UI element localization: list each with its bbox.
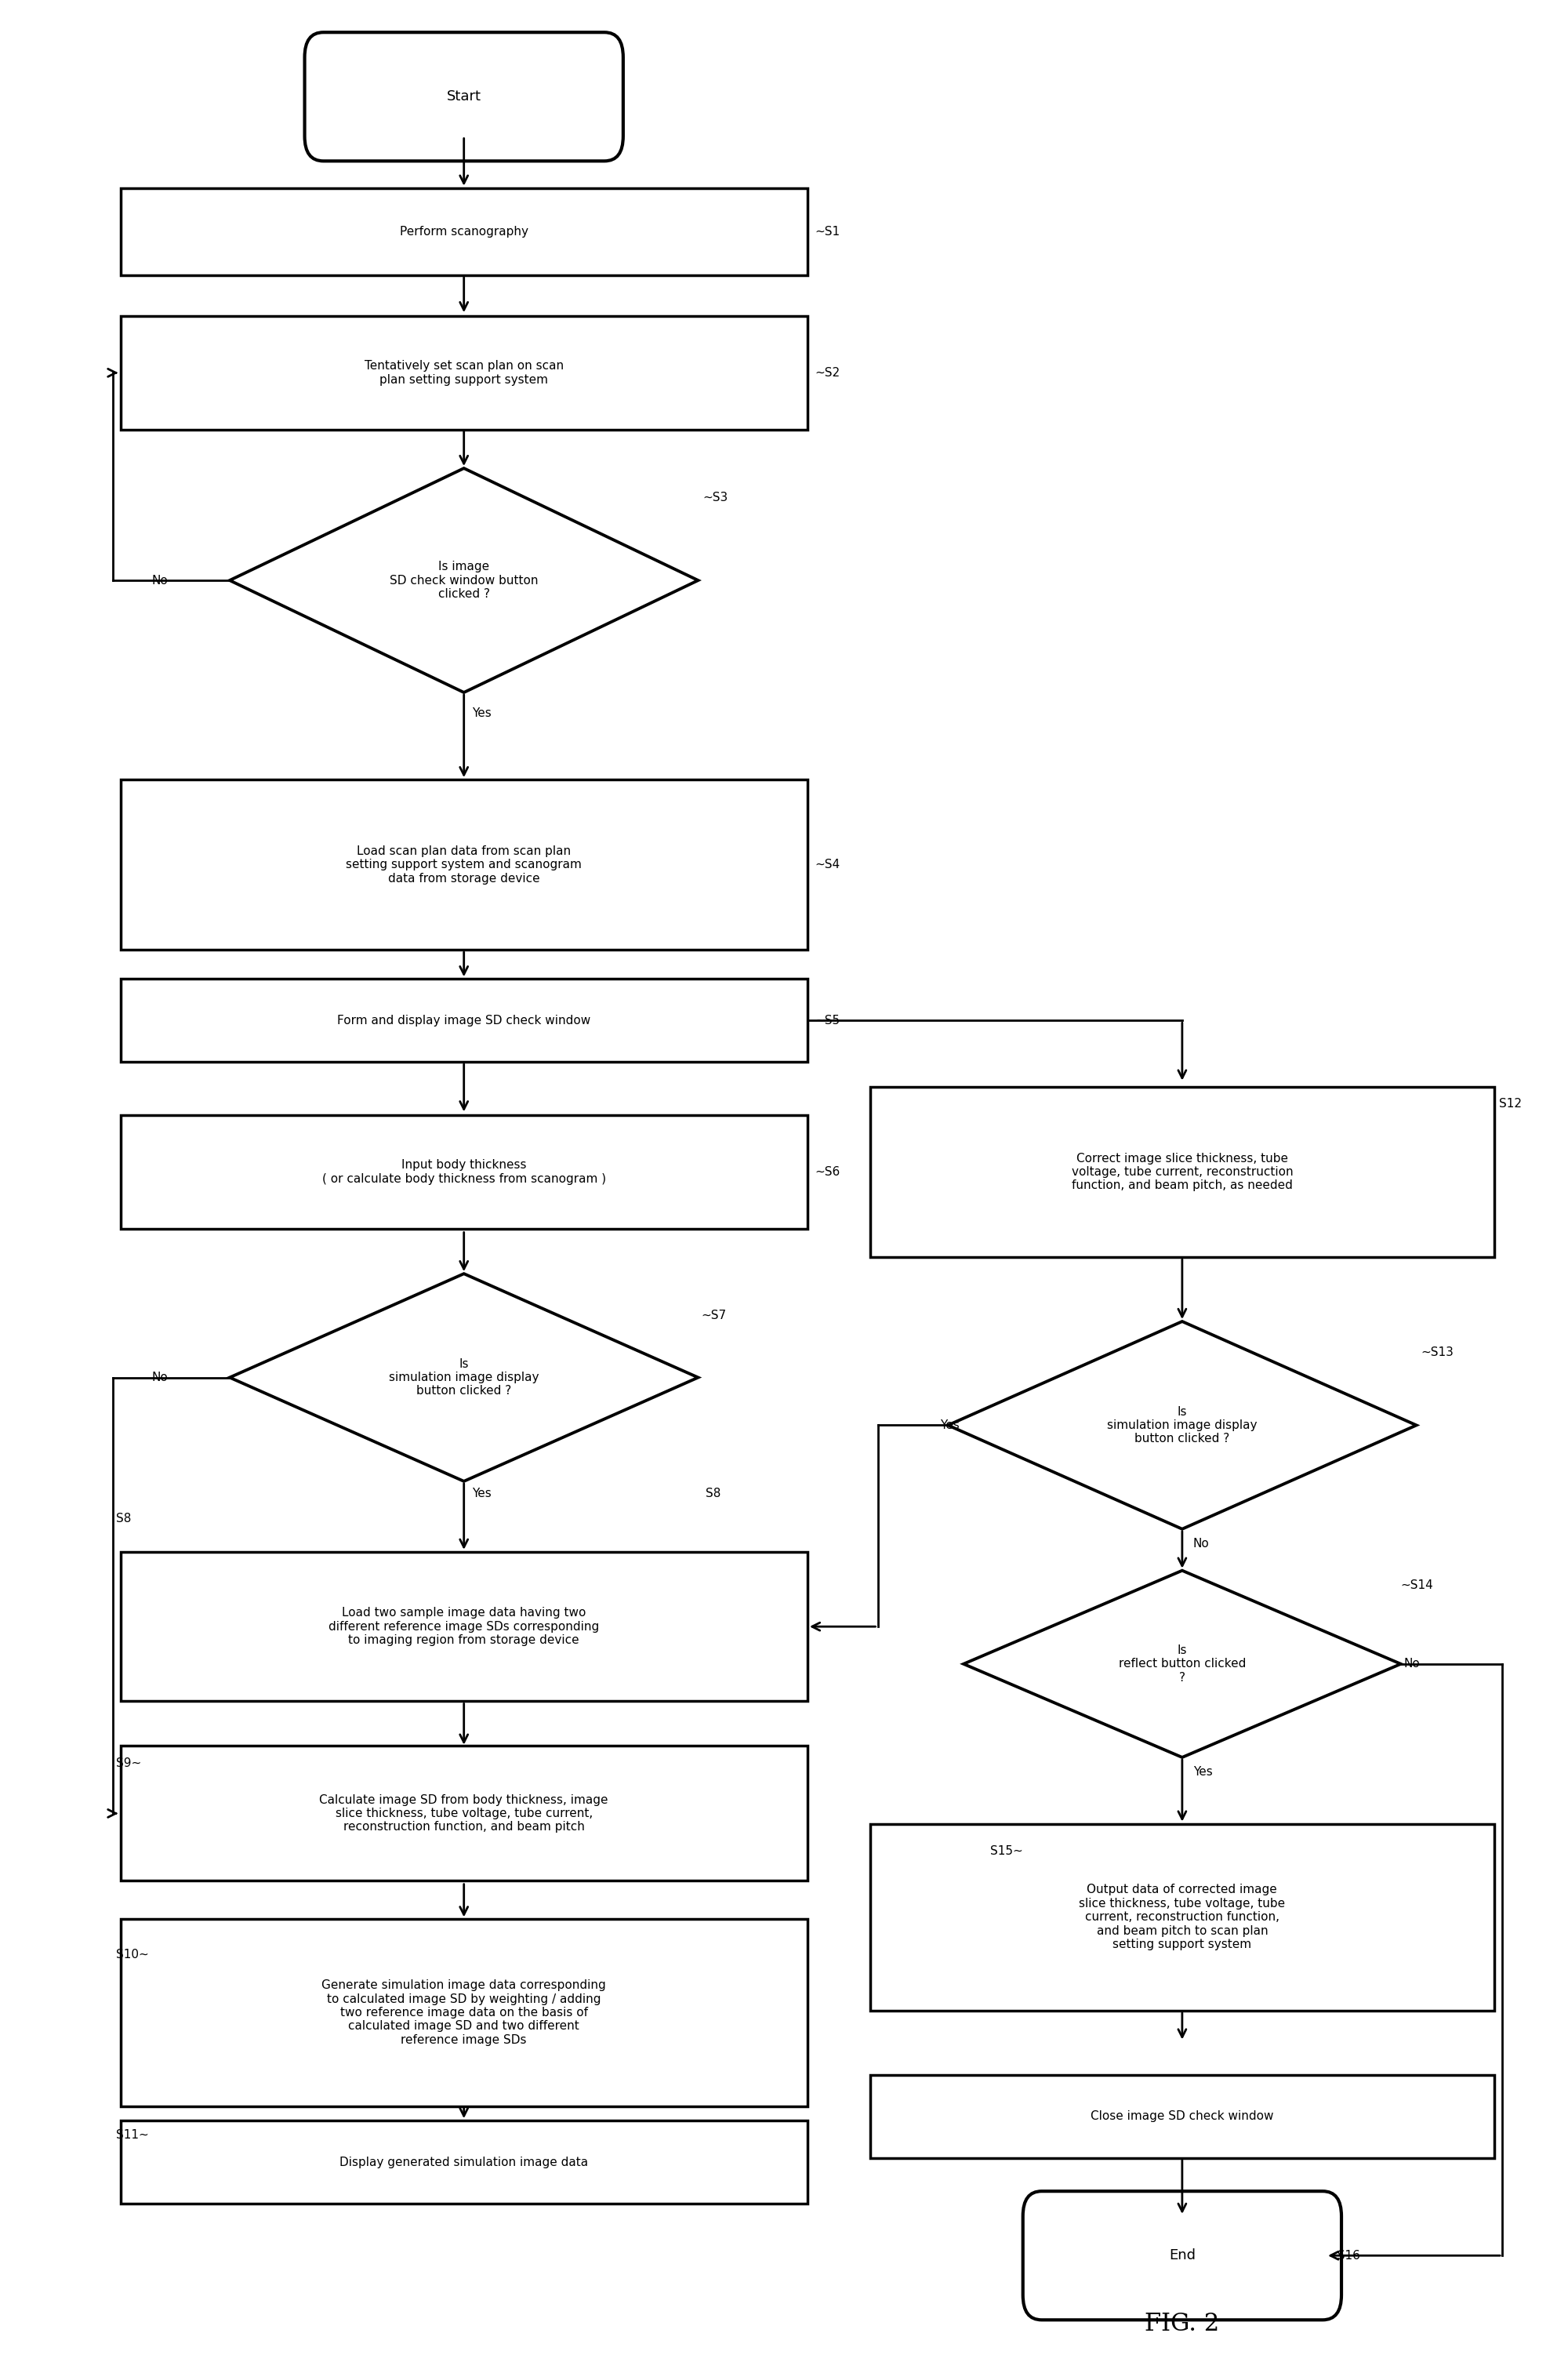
Bar <box>870 1087 1494 1258</box>
Text: ~S14: ~S14 <box>1400 1578 1433 1590</box>
Text: Yes: Yes <box>472 707 491 719</box>
Text: ~S2: ~S2 <box>815 368 840 380</box>
Polygon shape <box>964 1571 1400 1758</box>
Text: Output data of corrected image
slice thickness, tube voltage, tube
current, reco: Output data of corrected image slice thi… <box>1079 1884 1286 1951</box>
Text: ~S3: ~S3 <box>702 491 728 503</box>
Text: Form and display image SD check window: Form and display image SD check window <box>337 1016 591 1025</box>
Bar <box>121 2121 808 2205</box>
Text: ~S16: ~S16 <box>1328 2250 1359 2261</box>
Bar <box>121 187 808 275</box>
Text: ~S5: ~S5 <box>815 1016 840 1025</box>
Bar <box>121 980 808 1063</box>
Text: S8: S8 <box>116 1512 130 1523</box>
Bar <box>121 781 808 949</box>
Bar <box>121 1920 808 2107</box>
Bar <box>121 1115 808 1229</box>
Text: No: No <box>152 1372 168 1383</box>
Text: Is
simulation image display
button clicked ?: Is simulation image display button click… <box>389 1357 539 1398</box>
Text: ~S6: ~S6 <box>815 1165 840 1177</box>
Text: ~S13: ~S13 <box>1421 1348 1454 1357</box>
Text: Is
simulation image display
button clicked ?: Is simulation image display button click… <box>1107 1405 1258 1445</box>
Text: FIG. 2: FIG. 2 <box>1145 2311 1220 2337</box>
Bar <box>870 1825 1494 2010</box>
Bar <box>121 1552 808 1701</box>
Text: End: End <box>1168 2250 1195 2261</box>
Text: Load two sample image data having two
different reference image SDs correspondin: Load two sample image data having two di… <box>329 1607 599 1647</box>
Text: S8: S8 <box>706 1488 721 1500</box>
Text: Yes: Yes <box>941 1419 960 1431</box>
Text: Is image
SD check window button
clicked ?: Is image SD check window button clicked … <box>389 560 538 600</box>
Text: Close image SD check window: Close image SD check window <box>1091 2110 1273 2121</box>
Polygon shape <box>949 1322 1416 1528</box>
Text: Calculate image SD from body thickness, image
slice thickness, tube voltage, tub: Calculate image SD from body thickness, … <box>320 1794 608 1832</box>
Text: Correct image slice thickness, tube
voltage, tube current, reconstruction
functi: Correct image slice thickness, tube volt… <box>1071 1153 1294 1191</box>
Text: S11~: S11~ <box>116 2129 149 2140</box>
Text: No: No <box>1403 1659 1421 1671</box>
Text: Input body thickness
( or calculate body thickness from scanogram ): Input body thickness ( or calculate body… <box>321 1160 605 1184</box>
Text: Display generated simulation image data: Display generated simulation image data <box>340 2157 588 2169</box>
Text: Yes: Yes <box>472 1488 491 1500</box>
FancyBboxPatch shape <box>304 33 622 161</box>
Text: S12: S12 <box>1499 1099 1523 1108</box>
Text: ~S4: ~S4 <box>815 859 840 871</box>
Text: S15~: S15~ <box>989 1844 1022 1856</box>
Text: S10~: S10~ <box>116 1948 149 1960</box>
Text: Tentatively set scan plan on scan
plan setting support system: Tentatively set scan plan on scan plan s… <box>364 361 563 384</box>
Text: No: No <box>1193 1538 1209 1550</box>
Text: Yes: Yes <box>1193 1766 1212 1777</box>
Text: Perform scanography: Perform scanography <box>400 225 528 237</box>
Bar <box>870 2074 1494 2157</box>
Text: S9~: S9~ <box>116 1758 141 1770</box>
Text: ~S7: ~S7 <box>701 1310 726 1322</box>
Text: Load scan plan data from scan plan
setting support system and scanogram
data fro: Load scan plan data from scan plan setti… <box>347 845 582 885</box>
Polygon shape <box>229 467 698 693</box>
Bar <box>121 316 808 430</box>
Bar <box>121 1747 808 1882</box>
Polygon shape <box>229 1274 698 1481</box>
Text: Start: Start <box>447 90 481 104</box>
Text: ~S1: ~S1 <box>815 225 840 237</box>
Text: Is
reflect button clicked
?: Is reflect button clicked ? <box>1118 1644 1247 1682</box>
FancyBboxPatch shape <box>1022 2190 1342 2321</box>
Text: Generate simulation image data corresponding
to calculated image SD by weighting: Generate simulation image data correspon… <box>321 1979 607 2046</box>
Text: No: No <box>152 574 168 586</box>
